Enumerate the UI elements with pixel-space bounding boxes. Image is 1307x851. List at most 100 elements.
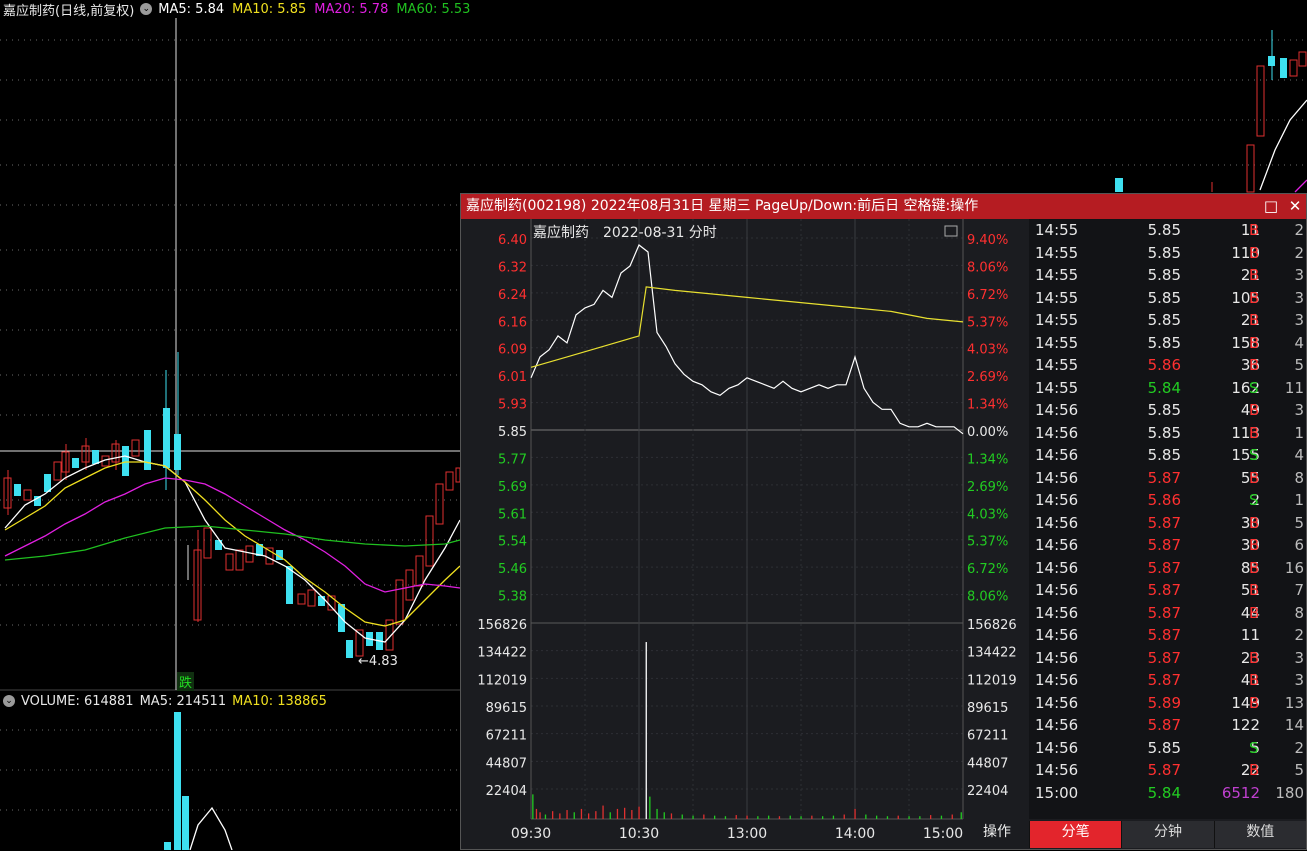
ma-value-3: MA20: 5.78: [314, 1, 389, 17]
volume-bar: [670, 813, 673, 819]
volume-bar: [843, 814, 845, 819]
trade-volume: 155: [1231, 446, 1260, 464]
volume-bar: [609, 812, 611, 819]
trade-row: 14:55 5.85 21 B 3: [1029, 309, 1306, 332]
axis-ticks: 6.40 9.40% 6.32 8.06% 6.24 6.72% 6.16 5.37% 6.09…: [477, 233, 1016, 842]
volume-tick-right: 22404: [967, 784, 1008, 799]
pct-tick: 8.06%: [967, 590, 1008, 605]
trade-time: 14:56: [1035, 716, 1079, 734]
trade-time: 14:56: [1035, 446, 1079, 464]
volume-tick: 44807: [486, 756, 527, 771]
trade-price: 5.87: [1147, 761, 1181, 779]
chevron-down-icon[interactable]: ⌄: [140, 3, 153, 15]
trade-row: 14:55 5.84 162 S 11: [1029, 377, 1306, 400]
time-tick: 10:30: [619, 826, 659, 842]
volume-tick: 156826: [477, 618, 527, 633]
trade-count: 8: [1294, 468, 1304, 487]
trade-side: B: [1249, 761, 1260, 779]
trade-price: 5.85: [1147, 288, 1181, 307]
volume-tick: 67211: [486, 729, 527, 744]
trade-side: B: [1249, 558, 1260, 577]
volume-bar: [919, 816, 921, 819]
trade-row: 14:56 5.87 122 14: [1029, 714, 1306, 737]
volume-bar: [539, 812, 541, 819]
trade-volume: 105: [1231, 288, 1260, 307]
trade-volume: 162: [1231, 378, 1260, 397]
volume-bar: [951, 814, 953, 819]
ma-values: MA5: 5.84 MA10: 5.85 MA20: 5.78 MA60: 5.53: [158, 2, 470, 17]
volume-bar: [552, 811, 554, 819]
trade-row: 14:56 5.85 113 B 1: [1029, 422, 1306, 445]
trade-time: 14:56: [1035, 603, 1079, 622]
ma-value-4: MA60: 5.53: [396, 1, 471, 17]
trade-count: 5: [1294, 356, 1304, 374]
trade-time: 14:56: [1035, 558, 1079, 577]
time-tick: 15:00: [923, 826, 963, 842]
chart-name: 嘉应制药: [533, 224, 589, 241]
volume-bar: [930, 815, 932, 819]
series-line-price: [530, 244, 964, 435]
operation-button[interactable]: 操作: [983, 824, 1011, 840]
volume-tick-right: 89615: [967, 701, 1008, 716]
volume-bar: [631, 810, 633, 819]
trade-time: 14:56: [1035, 738, 1079, 757]
tab-values[interactable]: 数值: [1213, 821, 1306, 848]
volume-bar: [566, 810, 568, 819]
volume-bar: [832, 815, 835, 819]
trade-time: 14:56: [1035, 761, 1079, 779]
trade-volume: 11: [1240, 221, 1260, 239]
volume-bar: [638, 806, 640, 819]
trade-count: 5: [1294, 513, 1304, 532]
trade-side: B: [1249, 311, 1260, 329]
volume-bar: [778, 816, 781, 819]
volume-bar: [854, 808, 856, 819]
pct-tick: 2.69%: [967, 480, 1008, 495]
ma-header: 嘉应制药(日线,前复权) ⌄ MA5: 5.84 MA10: 5.85 MA20: …: [0, 0, 470, 19]
popup-title: 嘉应制药(002198) 2022年08月31日 星期三 PageUp/Down…: [466, 198, 979, 214]
trade-row: 14:55 5.85 110 B 2: [1029, 242, 1306, 265]
volume-bar: [886, 816, 889, 819]
chevron-down-icon[interactable]: ⌄: [3, 695, 15, 707]
trade-side: S: [1249, 446, 1259, 464]
trade-price: 5.87: [1147, 581, 1181, 599]
trade-volume: 36: [1240, 356, 1260, 374]
trade-side: B: [1249, 671, 1260, 689]
trade-time: 14:55: [1035, 266, 1079, 284]
tab-minutes[interactable]: 分钟: [1121, 821, 1214, 848]
trade-row: 14:56 5.85 155 S 4: [1029, 444, 1306, 467]
volume-header: ⌄ VOLUME: 614881 MA5: 214511 MA10: 13886…: [0, 691, 327, 711]
trade-volume: 55: [1240, 468, 1260, 487]
pct-tick: 5.37%: [967, 535, 1008, 550]
trade-volume: 113: [1231, 423, 1260, 442]
ma-value-1: MA5: 5.84: [158, 1, 225, 17]
pct-tick: 1.34%: [967, 452, 1008, 467]
price-tick: 5.38: [498, 590, 527, 605]
pct-tick: 8.06%: [967, 260, 1008, 275]
trade-time: 14:56: [1035, 648, 1079, 667]
volume-tick: 112019: [477, 673, 527, 688]
close-icon[interactable]: ✕: [1288, 197, 1302, 215]
volume-tick: 89615: [486, 701, 527, 716]
chart-settings-icon[interactable]: [944, 225, 958, 237]
tab-ticks[interactable]: 分笔: [1029, 821, 1122, 848]
trade-price: 5.85: [1147, 446, 1181, 464]
trade-row: 14:56 5.87 22 B 5: [1029, 759, 1306, 782]
trade-row: 15:00 5.84 6512 180: [1029, 782, 1306, 805]
trade-time: 14:55: [1035, 378, 1079, 397]
time-tick: 13:00: [727, 826, 767, 842]
trade-time: 14:55: [1035, 333, 1079, 352]
popup-title-bar[interactable]: 嘉应制药(002198) 2022年08月31日 星期三 PageUp/Down…: [461, 194, 1306, 219]
trade-time: 14:56: [1035, 693, 1079, 712]
trade-count: 13: [1284, 693, 1304, 712]
trade-side: B: [1249, 221, 1260, 239]
trade-volume: 2: [1250, 491, 1260, 509]
trade-volume: 21: [1240, 266, 1260, 284]
trade-time: 14:55: [1035, 356, 1079, 374]
trade-row: 14:56 5.85 5 S 2: [1029, 737, 1306, 760]
trade-volume: 23: [1240, 648, 1260, 667]
series-line-average: [530, 286, 964, 368]
trade-time: 14:56: [1035, 513, 1079, 532]
trade-count: 2: [1294, 626, 1304, 644]
maximize-icon[interactable]: □: [1263, 197, 1279, 215]
